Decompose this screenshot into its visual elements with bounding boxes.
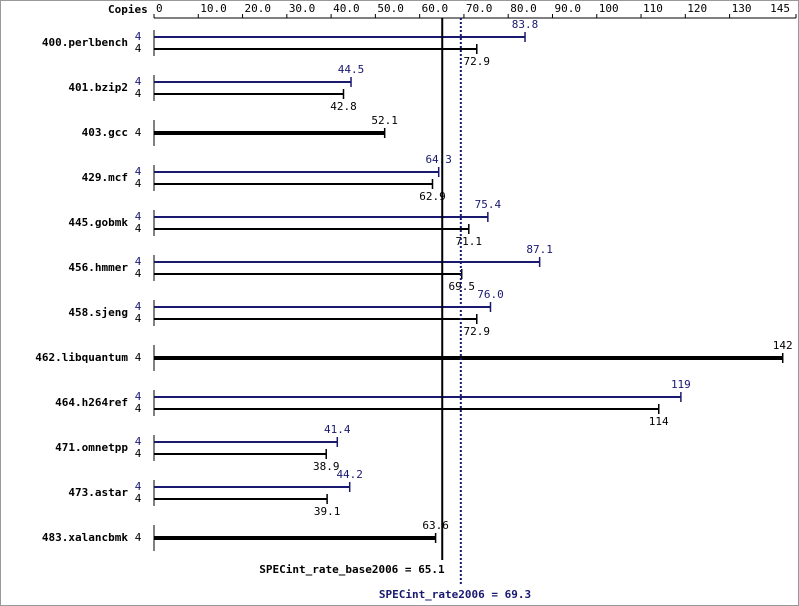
copies: 4 bbox=[135, 165, 142, 178]
x-tick-label: 80.0 bbox=[510, 2, 537, 15]
category-label: 403.gcc bbox=[82, 126, 128, 139]
copies: 4 bbox=[135, 267, 142, 280]
category-label: 400.perlbench bbox=[42, 36, 128, 49]
x-tick-label: 50.0 bbox=[377, 2, 404, 15]
category-label: 471.omnetpp bbox=[55, 441, 128, 454]
x-tick-label: 110 bbox=[643, 2, 663, 15]
value-label: 71.1 bbox=[456, 235, 483, 248]
copies: 4 bbox=[135, 210, 142, 223]
category-label: 401.bzip2 bbox=[68, 81, 128, 94]
value-label: 72.9 bbox=[464, 325, 491, 338]
copies: 4 bbox=[135, 126, 142, 139]
value-label: 41.4 bbox=[324, 423, 351, 436]
copies: 4 bbox=[135, 222, 142, 235]
category-label: 464.h264ref bbox=[55, 396, 128, 409]
copies-header: Copies bbox=[108, 3, 148, 16]
x-tick-label: 10.0 bbox=[200, 2, 227, 15]
value-label: 119 bbox=[671, 378, 691, 391]
copies: 4 bbox=[135, 447, 142, 460]
reference-value: 69.3 bbox=[505, 588, 532, 601]
category-label: 456.hmmer bbox=[68, 261, 128, 274]
x-tick-label: 70.0 bbox=[466, 2, 493, 15]
value-label: 42.8 bbox=[330, 100, 357, 113]
copies: 4 bbox=[135, 435, 142, 448]
category-label: 473.astar bbox=[68, 486, 128, 499]
copies: 4 bbox=[135, 312, 142, 325]
value-label: 114 bbox=[649, 415, 669, 428]
value-label: 72.9 bbox=[464, 55, 491, 68]
x-tick-label: 90.0 bbox=[554, 2, 581, 15]
copies: 4 bbox=[135, 492, 142, 505]
value-label: 83.8 bbox=[512, 18, 539, 31]
copies: 4 bbox=[135, 480, 142, 493]
copies: 4 bbox=[135, 87, 142, 100]
value-label: 39.1 bbox=[314, 505, 341, 518]
reference-name: SPECint_rate_base2006 = bbox=[259, 563, 412, 576]
reference-label: SPECint_rate2006 = 69.3 bbox=[379, 588, 531, 601]
copies: 4 bbox=[135, 30, 142, 43]
reference-label: SPECint_rate_base2006 = 65.1 bbox=[259, 563, 445, 576]
category-label: 429.mcf bbox=[82, 171, 128, 184]
value-label: 44.2 bbox=[336, 468, 363, 481]
copies: 4 bbox=[135, 390, 142, 403]
x-tick-label: 0 bbox=[156, 2, 163, 15]
x-tick-label: 130 bbox=[732, 2, 752, 15]
copies: 4 bbox=[135, 351, 142, 364]
value-label: 76.0 bbox=[477, 288, 504, 301]
value-label: 64.3 bbox=[425, 153, 452, 166]
category-label: 483.xalancbmk bbox=[42, 531, 128, 544]
copies: 4 bbox=[135, 75, 142, 88]
x-tick-label: 145 bbox=[770, 2, 790, 15]
x-tick-label: 20.0 bbox=[245, 2, 272, 15]
x-tick-label: 30.0 bbox=[289, 2, 316, 15]
x-tick-label: 100 bbox=[599, 2, 619, 15]
value-label: 142 bbox=[773, 339, 793, 352]
x-tick-label: 40.0 bbox=[333, 2, 360, 15]
x-tick-label: 120 bbox=[687, 2, 707, 15]
copies: 4 bbox=[135, 255, 142, 268]
reference-value: 65.1 bbox=[418, 563, 445, 576]
value-label: 63.6 bbox=[422, 519, 449, 532]
x-tick-label: 60.0 bbox=[422, 2, 449, 15]
copies: 4 bbox=[135, 402, 142, 415]
value-label: 44.5 bbox=[338, 63, 365, 76]
copies: 4 bbox=[135, 300, 142, 313]
value-label: 38.9 bbox=[313, 460, 340, 473]
value-label: 75.4 bbox=[475, 198, 502, 211]
copies: 4 bbox=[135, 531, 142, 544]
category-label: 445.gobmk bbox=[68, 216, 128, 229]
copies: 4 bbox=[135, 42, 142, 55]
reference-name: SPECint_rate2006 = bbox=[379, 588, 499, 601]
value-label: 87.1 bbox=[526, 243, 553, 256]
value-label: 62.9 bbox=[419, 190, 446, 203]
category-label: 462.libquantum bbox=[35, 351, 128, 364]
copies: 4 bbox=[135, 177, 142, 190]
category-label: 458.sjeng bbox=[68, 306, 128, 319]
value-label: 52.1 bbox=[371, 114, 398, 127]
